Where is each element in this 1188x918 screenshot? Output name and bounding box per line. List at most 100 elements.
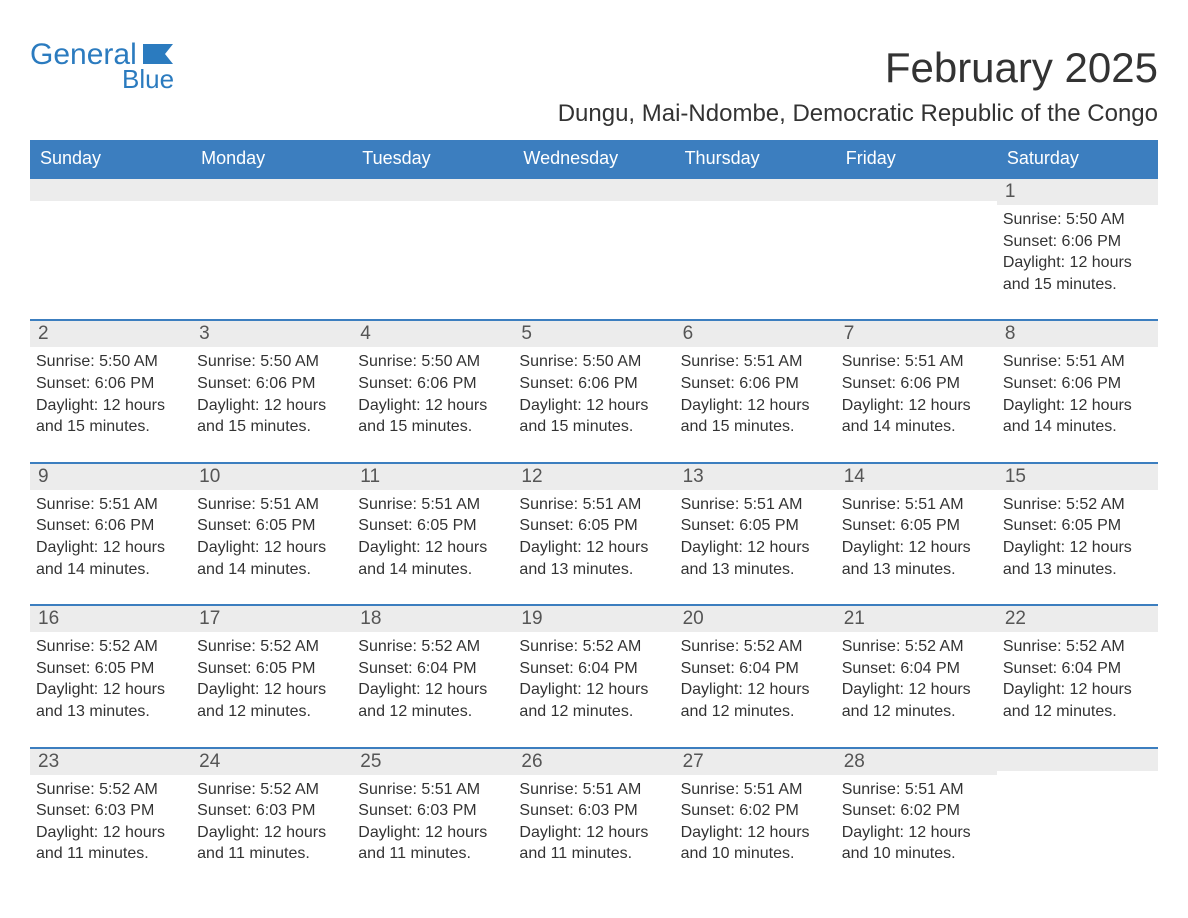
day-cell xyxy=(352,179,513,305)
logo: General Blue xyxy=(30,40,174,92)
week-row: 23Sunrise: 5:52 AMSunset: 6:03 PMDayligh… xyxy=(30,747,1158,875)
sunrise-line: Sunrise: 5:51 AM xyxy=(358,494,507,516)
day-number: 17 xyxy=(199,608,220,629)
day-number: 26 xyxy=(521,751,542,772)
sunrise-line: Sunrise: 5:52 AM xyxy=(358,636,507,658)
day-number-strip: 14 xyxy=(836,464,997,490)
sunset-line: Sunset: 6:05 PM xyxy=(1003,515,1152,537)
daylight-line: Daylight: 12 hours xyxy=(1003,537,1152,559)
day-number: 23 xyxy=(38,751,59,772)
sunrise-line: Sunrise: 5:51 AM xyxy=(197,494,346,516)
sunrise-line: Sunrise: 5:50 AM xyxy=(36,351,185,373)
sunset-line: Sunset: 6:04 PM xyxy=(519,658,668,680)
day-cell: 8Sunrise: 5:51 AMSunset: 6:06 PMDaylight… xyxy=(997,321,1158,447)
daylight-line: Daylight: 12 hours xyxy=(681,679,830,701)
day-number: 18 xyxy=(360,608,381,629)
sunset-line: Sunset: 6:03 PM xyxy=(519,800,668,822)
sunrise-line: Sunrise: 5:51 AM xyxy=(36,494,185,516)
day-cell xyxy=(30,179,191,305)
day-number-strip: 17 xyxy=(191,606,352,632)
sunset-line: Sunset: 6:06 PM xyxy=(36,373,185,395)
daylight-line: Daylight: 12 hours xyxy=(197,822,346,844)
day-number-strip: 6 xyxy=(675,321,836,347)
sunrise-line: Sunrise: 5:51 AM xyxy=(842,351,991,373)
daylight-line: Daylight: 12 hours xyxy=(519,679,668,701)
sunrise-line: Sunrise: 5:51 AM xyxy=(681,351,830,373)
daylight-line: and 12 minutes. xyxy=(358,701,507,723)
day-number-strip: 13 xyxy=(675,464,836,490)
daylight-line: Daylight: 12 hours xyxy=(842,537,991,559)
day-number: 11 xyxy=(360,466,380,487)
day-number: 6 xyxy=(683,323,694,344)
daylight-line: and 15 minutes. xyxy=(358,416,507,438)
week-row: 9Sunrise: 5:51 AMSunset: 6:06 PMDaylight… xyxy=(30,462,1158,590)
day-number-strip: 25 xyxy=(352,749,513,775)
day-number-strip: 23 xyxy=(30,749,191,775)
sunset-line: Sunset: 6:03 PM xyxy=(358,800,507,822)
daylight-line: Daylight: 12 hours xyxy=(197,395,346,417)
day-number-strip: 4 xyxy=(352,321,513,347)
day-cell: 19Sunrise: 5:52 AMSunset: 6:04 PMDayligh… xyxy=(513,606,674,732)
weekday-header-row: SundayMondayTuesdayWednesdayThursdayFrid… xyxy=(30,140,1158,177)
day-number: 2 xyxy=(38,323,49,344)
day-number-strip: 11 xyxy=(352,464,513,490)
day-number-strip: 1 xyxy=(997,179,1158,205)
day-cell: 11Sunrise: 5:51 AMSunset: 6:05 PMDayligh… xyxy=(352,464,513,590)
day-number-strip xyxy=(675,179,836,201)
day-number-strip: 10 xyxy=(191,464,352,490)
weekday-header: Wednesday xyxy=(513,140,674,177)
daylight-line: and 12 minutes. xyxy=(519,701,668,723)
sunset-line: Sunset: 6:06 PM xyxy=(1003,231,1152,253)
daylight-line: and 12 minutes. xyxy=(1003,701,1152,723)
day-cell: 6Sunrise: 5:51 AMSunset: 6:06 PMDaylight… xyxy=(675,321,836,447)
sunrise-line: Sunrise: 5:52 AM xyxy=(1003,494,1152,516)
day-number: 14 xyxy=(844,466,865,487)
daylight-line: Daylight: 12 hours xyxy=(519,395,668,417)
day-number-strip: 5 xyxy=(513,321,674,347)
day-cell: 2Sunrise: 5:50 AMSunset: 6:06 PMDaylight… xyxy=(30,321,191,447)
sunset-line: Sunset: 6:03 PM xyxy=(197,800,346,822)
sunrise-line: Sunrise: 5:51 AM xyxy=(681,779,830,801)
daylight-line: Daylight: 12 hours xyxy=(681,537,830,559)
daylight-line: and 14 minutes. xyxy=(36,559,185,581)
sunset-line: Sunset: 6:05 PM xyxy=(36,658,185,680)
sunset-line: Sunset: 6:06 PM xyxy=(681,373,830,395)
daylight-line: and 14 minutes. xyxy=(197,559,346,581)
calendar: SundayMondayTuesdayWednesdayThursdayFrid… xyxy=(30,140,1158,875)
day-number-strip: 8 xyxy=(997,321,1158,347)
day-cell xyxy=(675,179,836,305)
daylight-line: Daylight: 12 hours xyxy=(36,537,185,559)
sunset-line: Sunset: 6:05 PM xyxy=(842,515,991,537)
day-cell: 18Sunrise: 5:52 AMSunset: 6:04 PMDayligh… xyxy=(352,606,513,732)
day-number: 20 xyxy=(683,608,704,629)
sunset-line: Sunset: 6:02 PM xyxy=(842,800,991,822)
day-number-strip xyxy=(191,179,352,201)
sunset-line: Sunset: 6:06 PM xyxy=(36,515,185,537)
day-number-strip: 22 xyxy=(997,606,1158,632)
sunset-line: Sunset: 6:04 PM xyxy=(842,658,991,680)
sunrise-line: Sunrise: 5:52 AM xyxy=(36,636,185,658)
daylight-line: and 15 minutes. xyxy=(681,416,830,438)
day-cell: 16Sunrise: 5:52 AMSunset: 6:05 PMDayligh… xyxy=(30,606,191,732)
daylight-line: and 13 minutes. xyxy=(519,559,668,581)
sunset-line: Sunset: 6:02 PM xyxy=(681,800,830,822)
day-cell: 26Sunrise: 5:51 AMSunset: 6:03 PMDayligh… xyxy=(513,749,674,875)
daylight-line: and 15 minutes. xyxy=(36,416,185,438)
daylight-line: and 12 minutes. xyxy=(681,701,830,723)
daylight-line: Daylight: 12 hours xyxy=(842,679,991,701)
week-row: 16Sunrise: 5:52 AMSunset: 6:05 PMDayligh… xyxy=(30,604,1158,732)
sunrise-line: Sunrise: 5:51 AM xyxy=(681,494,830,516)
daylight-line: and 13 minutes. xyxy=(842,559,991,581)
day-cell: 15Sunrise: 5:52 AMSunset: 6:05 PMDayligh… xyxy=(997,464,1158,590)
day-number: 4 xyxy=(360,323,371,344)
sunrise-line: Sunrise: 5:51 AM xyxy=(1003,351,1152,373)
day-number-strip xyxy=(352,179,513,201)
weekday-header: Sunday xyxy=(30,140,191,177)
daylight-line: and 12 minutes. xyxy=(197,701,346,723)
daylight-line: and 13 minutes. xyxy=(36,701,185,723)
weekday-header: Saturday xyxy=(997,140,1158,177)
day-number: 5 xyxy=(521,323,532,344)
day-cell xyxy=(836,179,997,305)
day-number-strip: 27 xyxy=(675,749,836,775)
day-number-strip: 12 xyxy=(513,464,674,490)
